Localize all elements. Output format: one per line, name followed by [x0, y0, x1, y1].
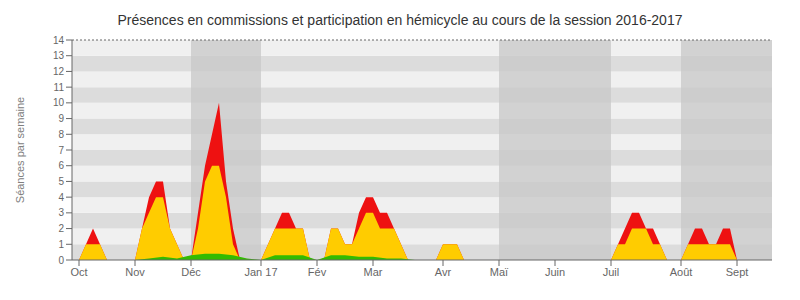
- svg-text:Juil: Juil: [603, 266, 620, 278]
- svg-text:Maï: Maï: [490, 266, 509, 278]
- svg-text:Mar: Mar: [364, 266, 383, 278]
- svg-text:Juin: Juin: [545, 266, 565, 278]
- svg-text:Nov: Nov: [125, 266, 145, 278]
- svg-text:0: 0: [58, 255, 64, 266]
- svg-text:Fév: Fév: [308, 266, 327, 278]
- svg-text:Oct: Oct: [70, 266, 87, 278]
- svg-text:4: 4: [58, 192, 64, 203]
- svg-text:Séances par semaine: Séances par semaine: [14, 97, 26, 203]
- svg-text:14: 14: [53, 35, 65, 46]
- svg-text:13: 13: [53, 50, 65, 61]
- svg-text:8: 8: [58, 129, 64, 140]
- svg-text:2: 2: [58, 223, 64, 234]
- svg-text:Sept: Sept: [726, 266, 749, 278]
- html-text:Présences en commissions et pa: Présences en commissions et participatio…: [117, 12, 683, 28]
- svg-text:11: 11: [54, 82, 65, 93]
- svg-text:9: 9: [58, 113, 64, 124]
- svg-text:1: 1: [58, 239, 64, 250]
- svg-text:7: 7: [58, 145, 64, 156]
- svg-text:5: 5: [58, 176, 64, 187]
- svg-text:3: 3: [58, 207, 64, 218]
- svg-text:12: 12: [53, 66, 65, 77]
- svg-text:Avr: Avr: [435, 266, 452, 278]
- svg-text:Août: Août: [670, 266, 693, 278]
- svg-text:Déc: Déc: [181, 266, 201, 278]
- svg-text:10: 10: [53, 97, 65, 108]
- svg-text:Jan 17: Jan 17: [244, 266, 277, 278]
- svg-text:6: 6: [58, 160, 64, 171]
